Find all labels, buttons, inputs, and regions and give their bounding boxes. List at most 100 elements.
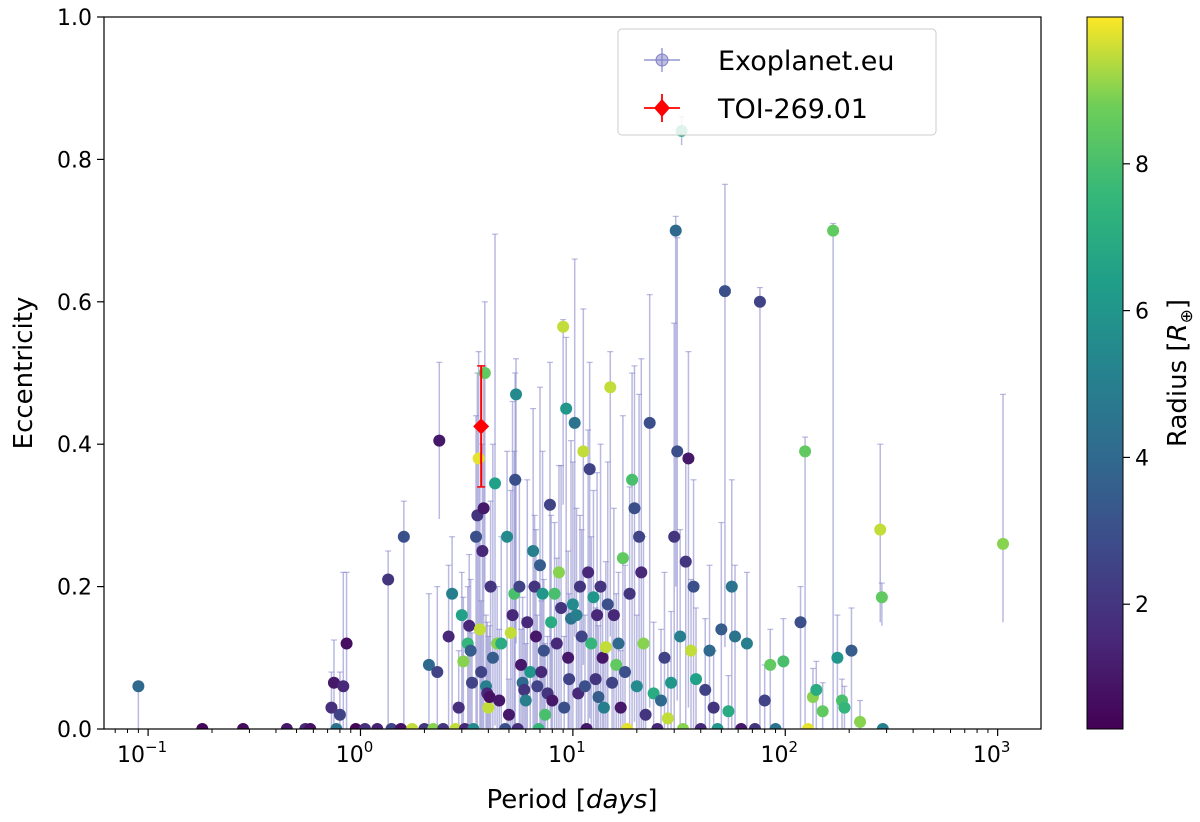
data-point-56 xyxy=(499,723,512,729)
colorbar-ticks: 2 4 6 8 xyxy=(1123,153,1149,618)
data-point-48 xyxy=(482,701,495,714)
data-point-112 xyxy=(594,580,607,593)
data-point-81 xyxy=(539,708,552,721)
data-point-6 xyxy=(325,701,338,714)
data-point-9 xyxy=(333,708,346,721)
data-point-133 xyxy=(639,708,652,721)
data-point-94 xyxy=(563,673,576,686)
data-point-159 xyxy=(722,705,735,718)
data-point-174 xyxy=(810,683,823,696)
data-point-38 xyxy=(470,530,483,543)
data-point-179 xyxy=(838,701,851,714)
data-point-22 xyxy=(427,723,440,729)
data-point-29 xyxy=(452,701,465,714)
data-point-164 xyxy=(748,723,761,729)
data-point-18 xyxy=(397,530,410,543)
data-point-147 xyxy=(679,555,692,568)
data-point-10 xyxy=(337,680,350,693)
data-point-177 xyxy=(831,651,844,664)
data-point-14 xyxy=(371,723,384,729)
data-point-88 xyxy=(552,566,565,579)
data-point-19 xyxy=(406,723,419,729)
data-point-122 xyxy=(614,701,627,714)
data-point-12 xyxy=(349,723,362,729)
data-point-137 xyxy=(655,694,668,707)
data-point-184 xyxy=(876,723,889,729)
data-point-35 xyxy=(464,644,477,657)
data-point-107 xyxy=(585,637,598,650)
data-point-169 xyxy=(777,655,790,668)
data-point-108 xyxy=(587,591,600,604)
data-point-2 xyxy=(237,723,250,729)
data-point-30 xyxy=(455,609,468,622)
data-point-175 xyxy=(816,705,829,718)
legend-label-toi: TOI-269.01 xyxy=(717,94,868,125)
data-point-116 xyxy=(601,598,614,611)
data-point-98 xyxy=(570,609,583,622)
data-point-132 xyxy=(637,637,650,650)
data-point-123 xyxy=(616,552,629,565)
data-point-141 xyxy=(668,530,681,543)
highlight-point xyxy=(473,418,490,435)
data-point-162 xyxy=(735,723,748,729)
data-point-73 xyxy=(528,580,541,593)
data-point-119 xyxy=(607,609,620,622)
data-point-62 xyxy=(509,473,522,486)
data-point-72 xyxy=(527,545,540,557)
data-point-64 xyxy=(511,723,524,729)
data-point-117 xyxy=(604,381,617,394)
points-layer xyxy=(132,124,1010,729)
data-point-27 xyxy=(446,587,459,600)
y-axis-title: Eccentricity xyxy=(9,297,39,450)
data-point-57 xyxy=(501,530,514,543)
data-point-17 xyxy=(394,723,407,729)
data-point-154 xyxy=(703,644,716,657)
y-tick-label-1: 0.2 xyxy=(57,576,92,601)
data-point-163 xyxy=(740,637,753,650)
data-point-126 xyxy=(623,587,636,600)
data-point-121 xyxy=(612,637,625,650)
data-point-146 xyxy=(676,723,689,729)
data-point-37 xyxy=(467,723,480,729)
colorbar-tick-label-1: 4 xyxy=(1135,446,1149,471)
data-point-24 xyxy=(433,434,446,447)
data-point-36 xyxy=(465,676,478,689)
data-point-59 xyxy=(504,626,517,639)
data-point-79 xyxy=(536,587,549,600)
data-point-85 xyxy=(546,694,559,707)
data-point-77 xyxy=(533,559,546,572)
data-point-49 xyxy=(483,690,496,703)
data-point-60 xyxy=(506,609,519,622)
legend-label-exoplanet: Exoplanet.eu xyxy=(718,46,895,77)
data-point-52 xyxy=(489,477,502,490)
data-point-155 xyxy=(707,701,720,714)
data-point-185 xyxy=(997,537,1010,550)
data-point-100 xyxy=(573,580,586,593)
data-point-115 xyxy=(599,641,612,654)
data-point-0 xyxy=(132,680,145,693)
data-point-167 xyxy=(764,658,777,671)
legend: Exoplanet.eu TOI-269.01 xyxy=(617,28,937,136)
data-point-42 xyxy=(475,666,488,679)
data-point-55 xyxy=(495,637,508,650)
data-point-168 xyxy=(769,723,782,729)
data-point-92 xyxy=(560,402,573,415)
y-axis: 0.0 0.2 0.4 0.6 0.8 1.0 xyxy=(57,6,104,743)
data-point-87 xyxy=(550,637,563,650)
data-point-144 xyxy=(674,630,687,643)
data-point-165 xyxy=(753,295,766,308)
data-point-130 xyxy=(633,530,646,543)
data-point-91 xyxy=(558,701,571,714)
data-point-78 xyxy=(535,666,548,679)
y-tick-label-2: 0.4 xyxy=(57,433,92,458)
y-tick-label-3: 0.6 xyxy=(57,291,92,316)
data-point-3 xyxy=(280,723,293,729)
data-point-127 xyxy=(626,473,639,486)
colorbar-tick-label-3: 8 xyxy=(1135,153,1149,178)
data-point-83 xyxy=(543,498,556,511)
data-point-74 xyxy=(529,630,542,643)
data-point-44 xyxy=(477,502,490,515)
data-point-106 xyxy=(583,463,596,476)
data-point-89 xyxy=(555,601,568,614)
data-point-54 xyxy=(493,694,506,707)
